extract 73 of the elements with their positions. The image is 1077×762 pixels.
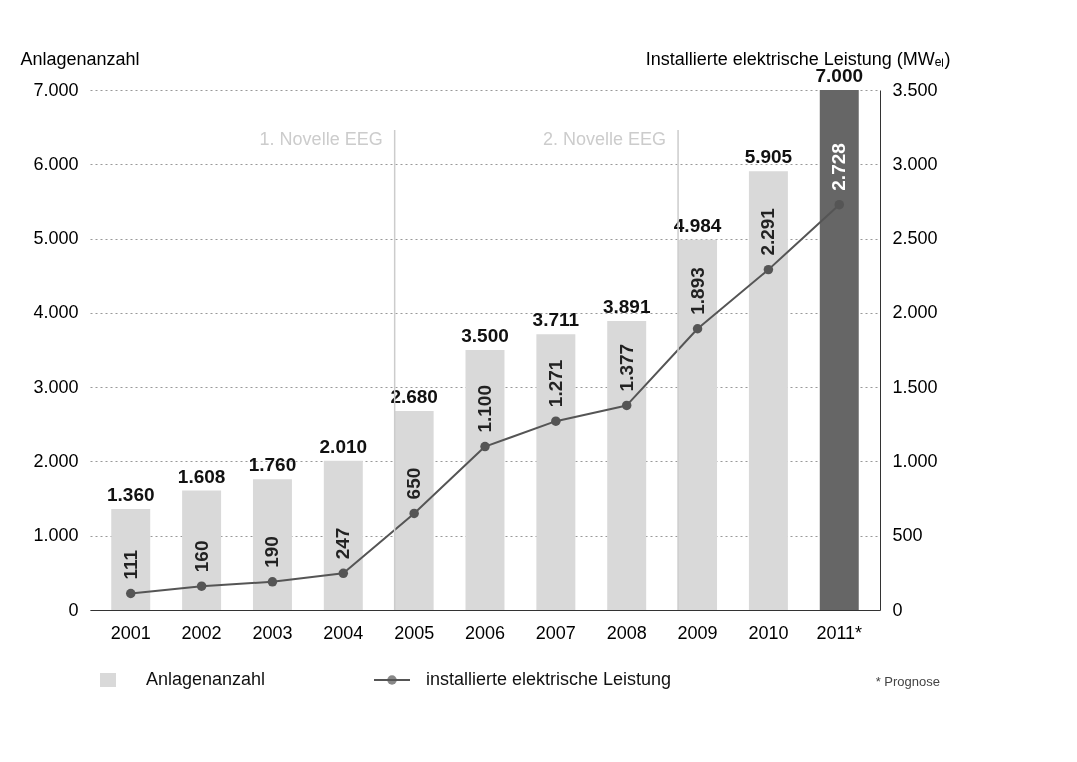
point bbox=[267, 577, 278, 587]
y2-tick-label: 0 bbox=[892, 599, 903, 620]
y-tick-label: 5.000 bbox=[33, 228, 79, 249]
x-tick-label: 2006 bbox=[464, 622, 506, 643]
bar bbox=[182, 490, 222, 610]
data-label: 5.905 bbox=[744, 146, 793, 168]
data-label: 3.711 bbox=[532, 309, 580, 331]
data-label: 2.680 bbox=[390, 385, 438, 407]
bar bbox=[465, 350, 505, 610]
data-label: 190 bbox=[261, 536, 283, 568]
bar bbox=[748, 171, 788, 610]
x-tick-label: 2010 bbox=[748, 622, 789, 643]
data-label: 3.891 bbox=[602, 295, 651, 317]
bar bbox=[678, 239, 718, 610]
y-tick-label: 3.000 bbox=[33, 376, 79, 397]
y2-tick-label: 1.500 bbox=[892, 376, 938, 397]
data-label: 160 bbox=[190, 540, 212, 573]
y2-tick-label: 3.500 bbox=[892, 79, 938, 100]
x-tick-label: 2008 bbox=[606, 622, 647, 643]
y2-tick-label: 2.000 bbox=[892, 302, 938, 323]
data-label: 4.984 bbox=[673, 214, 722, 236]
y-tick-label: 1.000 bbox=[33, 525, 79, 546]
x-tick-label: 2007 bbox=[535, 622, 576, 643]
data-label: 2.291 bbox=[757, 207, 779, 256]
data-label: 1.760 bbox=[248, 454, 297, 476]
bar bbox=[323, 460, 363, 610]
y-tick-label: 2.000 bbox=[33, 450, 79, 471]
legend-label: Anlagenanzahl bbox=[146, 669, 266, 689]
x-tick-label: 2002 bbox=[181, 622, 222, 643]
x-tick-label: 2001 bbox=[110, 622, 151, 643]
data-label: 111 bbox=[119, 549, 141, 580]
bar bbox=[819, 90, 859, 610]
bar bbox=[536, 334, 576, 610]
y2-tick-label: 1.000 bbox=[892, 450, 938, 471]
x-tick-label: 2009 bbox=[677, 622, 718, 643]
y-axis-title: Anlagenanzahl bbox=[20, 48, 140, 69]
y-tick-label: 6.000 bbox=[33, 153, 79, 174]
point bbox=[551, 416, 561, 426]
data-label: 2.010 bbox=[319, 435, 368, 457]
x-tick-label: 2003 bbox=[252, 622, 293, 643]
bar bbox=[111, 508, 151, 610]
point bbox=[621, 400, 632, 411]
data-label: 3.500 bbox=[461, 325, 509, 346]
point bbox=[338, 568, 349, 579]
data-label: 247 bbox=[332, 527, 354, 560]
y2-tick-label: 500 bbox=[892, 525, 923, 546]
point bbox=[763, 264, 774, 275]
x-tick-label: 2011* bbox=[816, 622, 863, 643]
data-label: 1.608 bbox=[177, 465, 226, 487]
data-label: 1.360 bbox=[106, 483, 155, 505]
point bbox=[692, 324, 703, 334]
point bbox=[196, 581, 207, 591]
data-label: 1.377 bbox=[615, 343, 637, 392]
data-label: 1.271 bbox=[544, 359, 566, 408]
x-tick-label: 2005 bbox=[394, 622, 435, 643]
data-label: 650 bbox=[403, 467, 425, 500]
point bbox=[480, 441, 490, 452]
text: * Prognose bbox=[875, 674, 940, 689]
y-tick-label: 7.000 bbox=[33, 79, 79, 100]
x-tick-label: 2004 bbox=[323, 622, 364, 643]
y2-tick-label: 2.500 bbox=[892, 228, 938, 249]
point bbox=[126, 588, 136, 599]
data-label: 1.100 bbox=[474, 385, 495, 433]
y-tick-label: 0 bbox=[68, 599, 79, 620]
point bbox=[409, 508, 419, 519]
bar bbox=[607, 320, 647, 610]
legend-label: installierte elektrische Leistung bbox=[426, 669, 672, 689]
bar bbox=[252, 479, 292, 610]
y2-tick-label: 3.000 bbox=[892, 153, 938, 174]
data-label: 1.893 bbox=[686, 267, 708, 315]
data-label: 2.728 bbox=[828, 143, 850, 191]
bar bbox=[394, 410, 434, 610]
y-tick-label: 4.000 bbox=[33, 302, 79, 323]
